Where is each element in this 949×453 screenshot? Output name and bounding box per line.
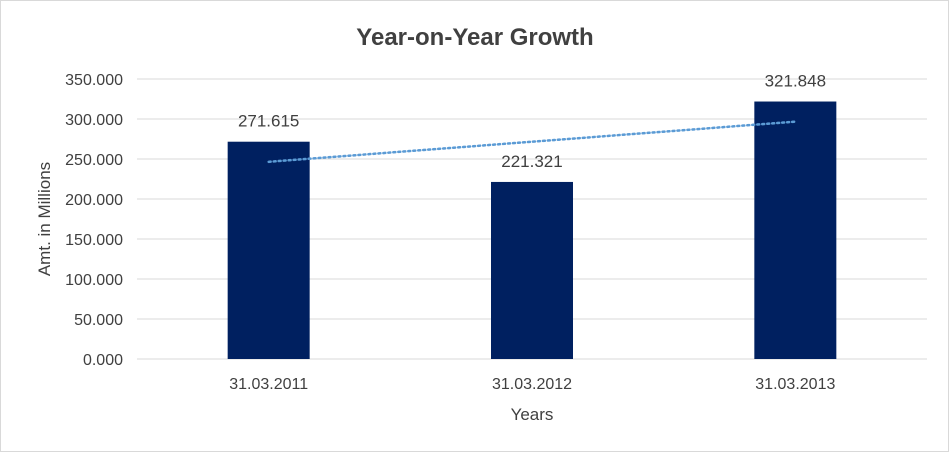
x-tick-label: 31.03.2012 xyxy=(492,376,572,393)
y-tick-label: 100.000 xyxy=(65,272,123,289)
y-axis-label: Amt. in Millions xyxy=(35,162,54,276)
y-tick-label: 50.000 xyxy=(74,312,123,329)
trendline-path xyxy=(267,120,797,164)
bar xyxy=(754,101,837,359)
bar xyxy=(227,141,310,359)
data-label: 221.321 xyxy=(501,152,562,171)
y-tick-label: 150.000 xyxy=(65,232,123,249)
data-label: 271.615 xyxy=(238,112,299,131)
bar xyxy=(491,181,573,359)
x-tick-label: 31.03.2013 xyxy=(755,376,835,393)
y-tick-label: 250.000 xyxy=(65,152,123,169)
y-axis-ticks: 0.000 50.000 100.000 150.000 200.000 250.000 3… xyxy=(65,72,123,369)
x-axis-label: Years xyxy=(511,405,554,424)
y-tick-label: 350.000 xyxy=(65,72,123,89)
y-tick-label: 0.000 xyxy=(83,352,123,369)
x-axis-ticks: 31.03.2011 31.03.2012 31.03.2013 xyxy=(229,376,835,393)
data-labels: 271.615 221.321 321.848 xyxy=(238,72,826,171)
y-tick-label: 200.000 xyxy=(65,192,123,209)
y-tick-label: 300.000 xyxy=(65,112,123,129)
x-tick-label: 31.03.2011 xyxy=(229,376,308,393)
chart-title: Year-on-Year Growth xyxy=(356,24,593,51)
trendline xyxy=(267,120,797,164)
data-label: 321.848 xyxy=(765,72,826,91)
bars xyxy=(227,101,837,359)
